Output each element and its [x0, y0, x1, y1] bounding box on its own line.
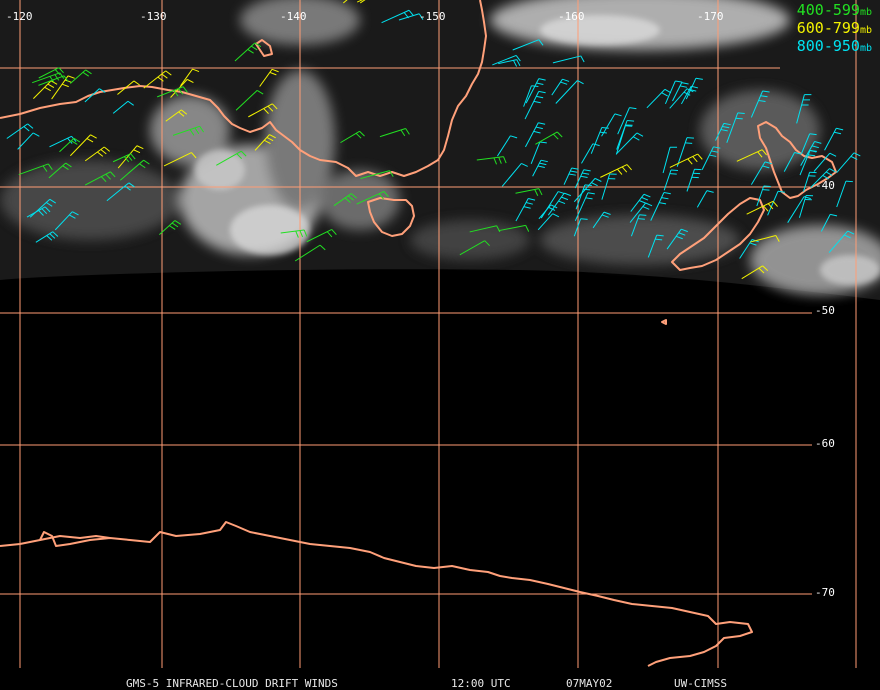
legend-unit: mb	[860, 7, 872, 18]
latitude-label: -60	[815, 438, 835, 450]
latitude-label: -40	[815, 180, 835, 192]
longitude-label: -160	[558, 11, 585, 23]
pressure-legend: 800-950mb	[797, 38, 872, 57]
longitude-label: -170	[697, 11, 724, 23]
longitude-label: -130	[140, 11, 167, 23]
legend-unit: mb	[860, 43, 872, 54]
longitude-label: -140	[280, 11, 307, 23]
longitude-label: -120	[6, 11, 33, 23]
latitude-label: -50	[815, 305, 835, 317]
satellite-cloud-imagery	[0, 0, 880, 300]
latitude-label: -70	[815, 587, 835, 599]
legend-unit: mb	[860, 25, 872, 36]
legend-range-800-950: 800-950	[797, 37, 860, 55]
legend-range-400-599: 400-599	[797, 1, 860, 19]
longitude-label: -150	[419, 11, 446, 23]
legend-range-600-799: 600-799	[797, 19, 860, 37]
